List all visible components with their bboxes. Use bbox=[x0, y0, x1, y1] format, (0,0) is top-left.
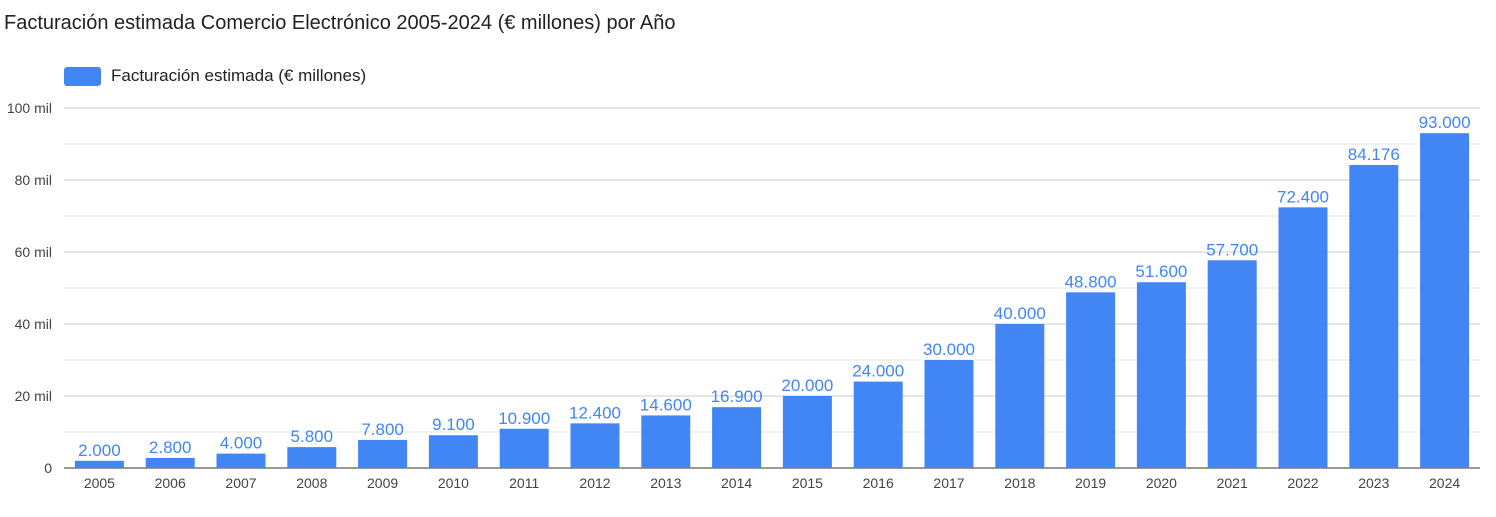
x-tick-label-2019: 2019 bbox=[1075, 475, 1106, 491]
data-label-2005: 2.000 bbox=[78, 441, 121, 460]
x-tick-label-2024: 2024 bbox=[1429, 475, 1460, 491]
data-label-2007: 4.000 bbox=[220, 434, 263, 453]
x-tick-label-2018: 2018 bbox=[1004, 475, 1035, 491]
x-tick-label-2005: 2005 bbox=[84, 475, 115, 491]
x-tick-label-2016: 2016 bbox=[863, 475, 894, 491]
data-label-2008: 5.800 bbox=[291, 427, 334, 446]
data-label-2015: 20.000 bbox=[781, 376, 833, 395]
data-label-2011: 10.900 bbox=[498, 409, 550, 428]
bar-2006[interactable] bbox=[145, 457, 195, 468]
bar-2022[interactable] bbox=[1278, 207, 1328, 469]
x-tick-label-2012: 2012 bbox=[579, 475, 610, 491]
x-tick-label-2013: 2013 bbox=[650, 475, 681, 491]
data-label-2014: 16.900 bbox=[711, 387, 763, 406]
data-label-2010: 9.100 bbox=[432, 415, 475, 434]
bar-2018[interactable] bbox=[995, 324, 1045, 468]
data-label-2018: 40.000 bbox=[994, 304, 1046, 323]
bar-2005[interactable] bbox=[74, 460, 124, 468]
x-axis-ticks: 2005 2006 2007 2008 2009 2010 2011 2012 2013 2014… bbox=[84, 475, 1461, 491]
x-tick-label-2008: 2008 bbox=[296, 475, 327, 491]
bar-2015[interactable] bbox=[782, 396, 832, 468]
bar-2012[interactable] bbox=[570, 423, 620, 468]
legend-swatch bbox=[64, 66, 101, 86]
bar-2013[interactable] bbox=[641, 415, 691, 468]
data-label-2019: 48.800 bbox=[1065, 272, 1117, 291]
bar-2016[interactable] bbox=[853, 381, 903, 468]
y-tick-label: 0 bbox=[44, 460, 52, 476]
x-tick-label-2010: 2010 bbox=[438, 475, 469, 491]
x-tick-label-2020: 2020 bbox=[1146, 475, 1177, 491]
x-tick-label-2015: 2015 bbox=[792, 475, 823, 491]
bars bbox=[74, 133, 1470, 469]
data-label-2022: 72.400 bbox=[1277, 187, 1329, 206]
bar-2007[interactable] bbox=[216, 453, 266, 468]
bar-2017[interactable] bbox=[924, 360, 974, 468]
x-tick-label-2022: 2022 bbox=[1287, 475, 1318, 491]
bar-2010[interactable] bbox=[428, 435, 478, 468]
data-label-2012: 12.400 bbox=[569, 403, 621, 422]
data-label-2006: 2.800 bbox=[149, 438, 192, 457]
bar-2019[interactable] bbox=[1066, 292, 1116, 468]
data-label-2013: 14.600 bbox=[640, 395, 692, 414]
data-label-2016: 24.000 bbox=[852, 362, 904, 381]
bar-2023[interactable] bbox=[1349, 164, 1399, 468]
data-label-2023: 84.176 bbox=[1348, 145, 1400, 164]
legend-label: Facturación estimada (€ millones) bbox=[111, 66, 367, 85]
y-tick-label: 20 mil bbox=[15, 388, 52, 404]
y-tick-label: 60 mil bbox=[15, 244, 52, 260]
y-tick-label: 80 mil bbox=[15, 172, 52, 188]
y-axis-ticks: 0 20 mil 40 mil 60 mil 80 mil 100 mil bbox=[7, 100, 52, 476]
x-tick-label-2021: 2021 bbox=[1217, 475, 1248, 491]
legend: Facturación estimada (€ millones) bbox=[64, 66, 366, 86]
y-tick-label: 100 mil bbox=[7, 100, 52, 116]
data-label-2021: 57.700 bbox=[1206, 240, 1258, 259]
data-label-2017: 30.000 bbox=[923, 340, 975, 359]
x-tick-label-2007: 2007 bbox=[225, 475, 256, 491]
bar-2020[interactable] bbox=[1136, 282, 1186, 468]
x-tick-label-2006: 2006 bbox=[155, 475, 186, 491]
x-tick-label-2011: 2011 bbox=[509, 475, 539, 491]
gridlines bbox=[64, 107, 1480, 469]
bar-2021[interactable] bbox=[1207, 260, 1257, 468]
chart-title: Facturación estimada Comercio Electrónic… bbox=[4, 12, 676, 34]
x-tick-label-2017: 2017 bbox=[933, 475, 964, 491]
bar-2009[interactable] bbox=[358, 439, 408, 468]
data-label-2020: 51.600 bbox=[1135, 262, 1187, 281]
bar-2014[interactable] bbox=[712, 407, 762, 468]
y-tick-label: 40 mil bbox=[15, 316, 52, 332]
x-tick-label-2023: 2023 bbox=[1358, 475, 1389, 491]
data-labels: 2.000 2.800 4.000 5.800 7.800 9.100 10.900 12.4… bbox=[78, 113, 1470, 460]
bar-2008[interactable] bbox=[287, 447, 337, 468]
bar-2024[interactable] bbox=[1420, 133, 1470, 468]
data-label-2009: 7.800 bbox=[361, 420, 404, 439]
x-tick-label-2009: 2009 bbox=[367, 475, 398, 491]
data-label-2024: 93.000 bbox=[1419, 113, 1471, 132]
bar-2011[interactable] bbox=[499, 428, 549, 468]
x-tick-label-2014: 2014 bbox=[721, 475, 752, 491]
